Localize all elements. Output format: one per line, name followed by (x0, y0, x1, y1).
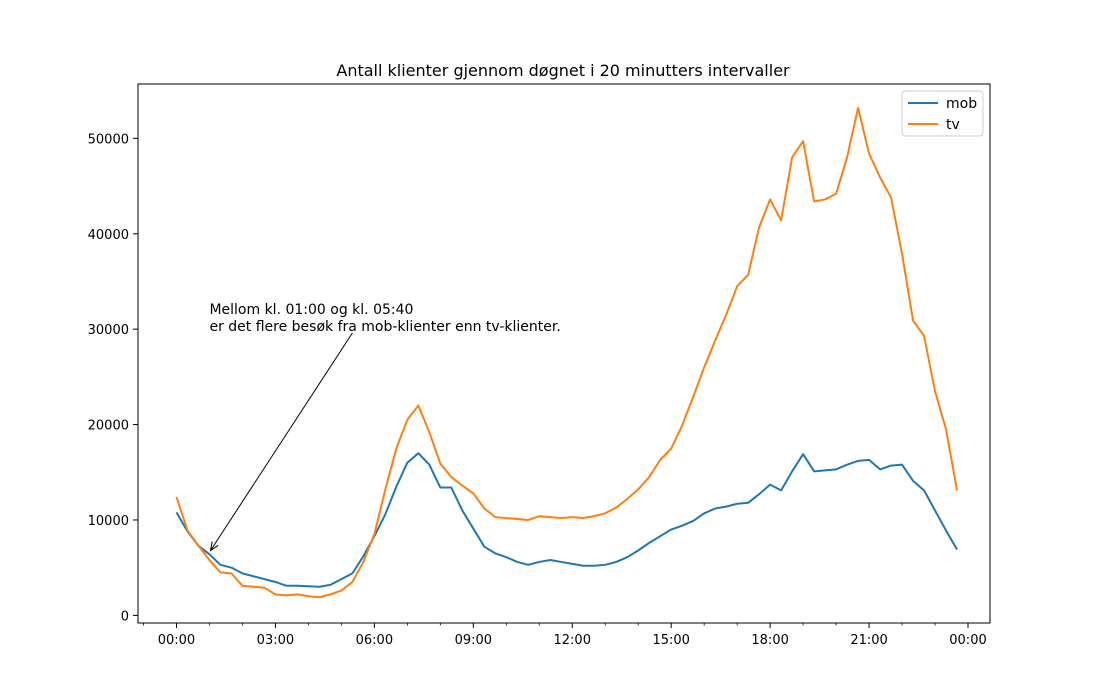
annotation-text-line: Mellom kl. 01:00 og kl. 05:40 (209, 302, 413, 318)
legend-label-tv: tv (946, 117, 960, 133)
y-tick-label: 20000 (88, 419, 129, 434)
plot-frame (137, 83, 991, 624)
legend-label-mob: mob (946, 96, 977, 112)
series-line-tv (175, 106, 959, 599)
x-tick-label: 18:00 (751, 633, 788, 648)
x-tick-label: 03:00 (257, 633, 294, 648)
x-tick-label: 00:00 (158, 633, 195, 648)
y-tick-label: 40000 (88, 228, 129, 243)
x-tick-label: 15:00 (652, 633, 689, 648)
chart-title: Antall klienter gjennom døgnet i 20 minu… (336, 61, 790, 80)
annotation-text-line: er det flere besøk fra mob-klienter enn … (209, 319, 560, 335)
annotation-arrow-shaft (210, 332, 353, 551)
y-tick-label: 10000 (88, 514, 129, 529)
x-tick-label: 09:00 (455, 633, 492, 648)
y-tick-label: 0 (121, 609, 129, 624)
y-tick-label: 50000 (88, 132, 129, 147)
legend: mob tv (901, 90, 984, 137)
y-tick-label: 30000 (88, 323, 129, 338)
x-tick-label: 21:00 (850, 633, 887, 648)
annotation-arrow-head (209, 541, 219, 552)
plot-area: 00:00 03:00 06:00 09:00 12:00 15:00 18:00 21:00… (88, 83, 991, 648)
series-line-mob (175, 452, 958, 588)
x-tick-label: 00:00 (949, 633, 986, 648)
x-tick-label: 06:00 (356, 633, 393, 648)
x-tick-label: 12:00 (554, 633, 591, 648)
